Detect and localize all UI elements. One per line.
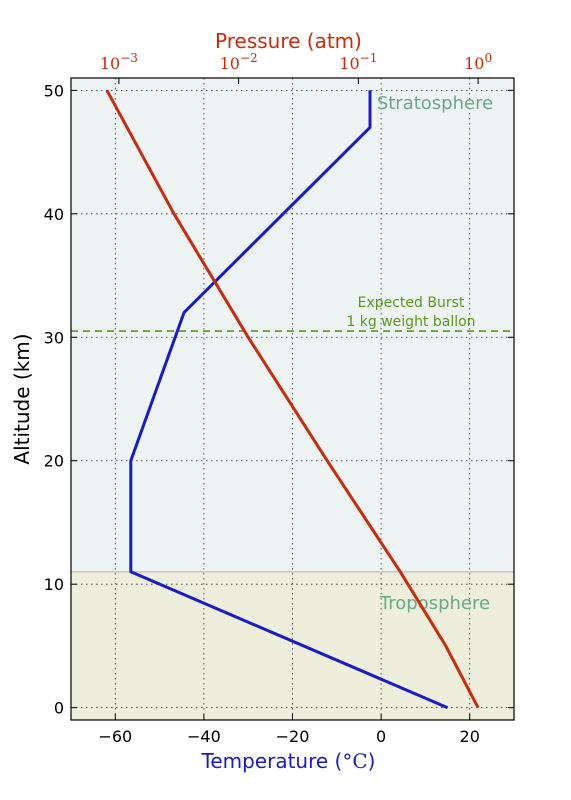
temperature-profile-line — [129, 90, 449, 710]
y-axis-label: Altitude (km) — [10, 333, 34, 464]
y-tick-label: 40 — [44, 205, 64, 224]
region-label-stratosphere: Stratosphere — [377, 93, 493, 114]
temperature-axis-label: Temperature (°C) — [201, 749, 376, 773]
pressure-tick-label: 100 — [464, 51, 492, 73]
region-label-troposphere: Troposphere — [379, 593, 490, 614]
y-tick-label: 10 — [44, 575, 64, 594]
grid — [71, 78, 514, 720]
pressure-profile-line — [105, 89, 480, 709]
y-tick-label: 30 — [44, 328, 64, 347]
burst-label-line-2: 1 kg weight ballon — [346, 314, 475, 330]
axis-ticks: −60 −40 −20 0 20 0 10 20 30 40 50 10−3 10−2 10−1 100 — [44, 51, 514, 746]
x-tick-label: −20 — [276, 727, 310, 746]
x-tick-label: −60 — [98, 727, 132, 746]
pressure-tick-label: 10−1 — [339, 51, 377, 73]
x-tick-label: 20 — [460, 727, 480, 746]
pressure-axis-label: Pressure (atm) — [215, 29, 362, 53]
temperature-axis-label-unit: °C — [342, 749, 367, 773]
temperature-axis-label-prefix: Temperature ( — [201, 749, 343, 773]
y-tick-label: 0 — [54, 699, 64, 718]
y-tick-label: 50 — [44, 81, 64, 100]
x-tick-label: −40 — [187, 727, 221, 746]
pressure-tick-label: 10−2 — [220, 51, 258, 73]
pressure-tick-label: 10−3 — [100, 51, 138, 73]
burst-label-line-1: Expected Burst — [358, 295, 465, 311]
x-tick-label: 0 — [376, 727, 386, 746]
region-troposphere-band — [71, 571, 514, 720]
y-tick-label: 20 — [44, 452, 64, 471]
temperature-axis-label-suffix: ) — [368, 749, 376, 773]
region-labels: Troposphere Stratosphere — [377, 93, 493, 614]
series — [105, 89, 480, 710]
burst-marker: Expected Burst 1 kg weight ballon — [71, 295, 514, 332]
